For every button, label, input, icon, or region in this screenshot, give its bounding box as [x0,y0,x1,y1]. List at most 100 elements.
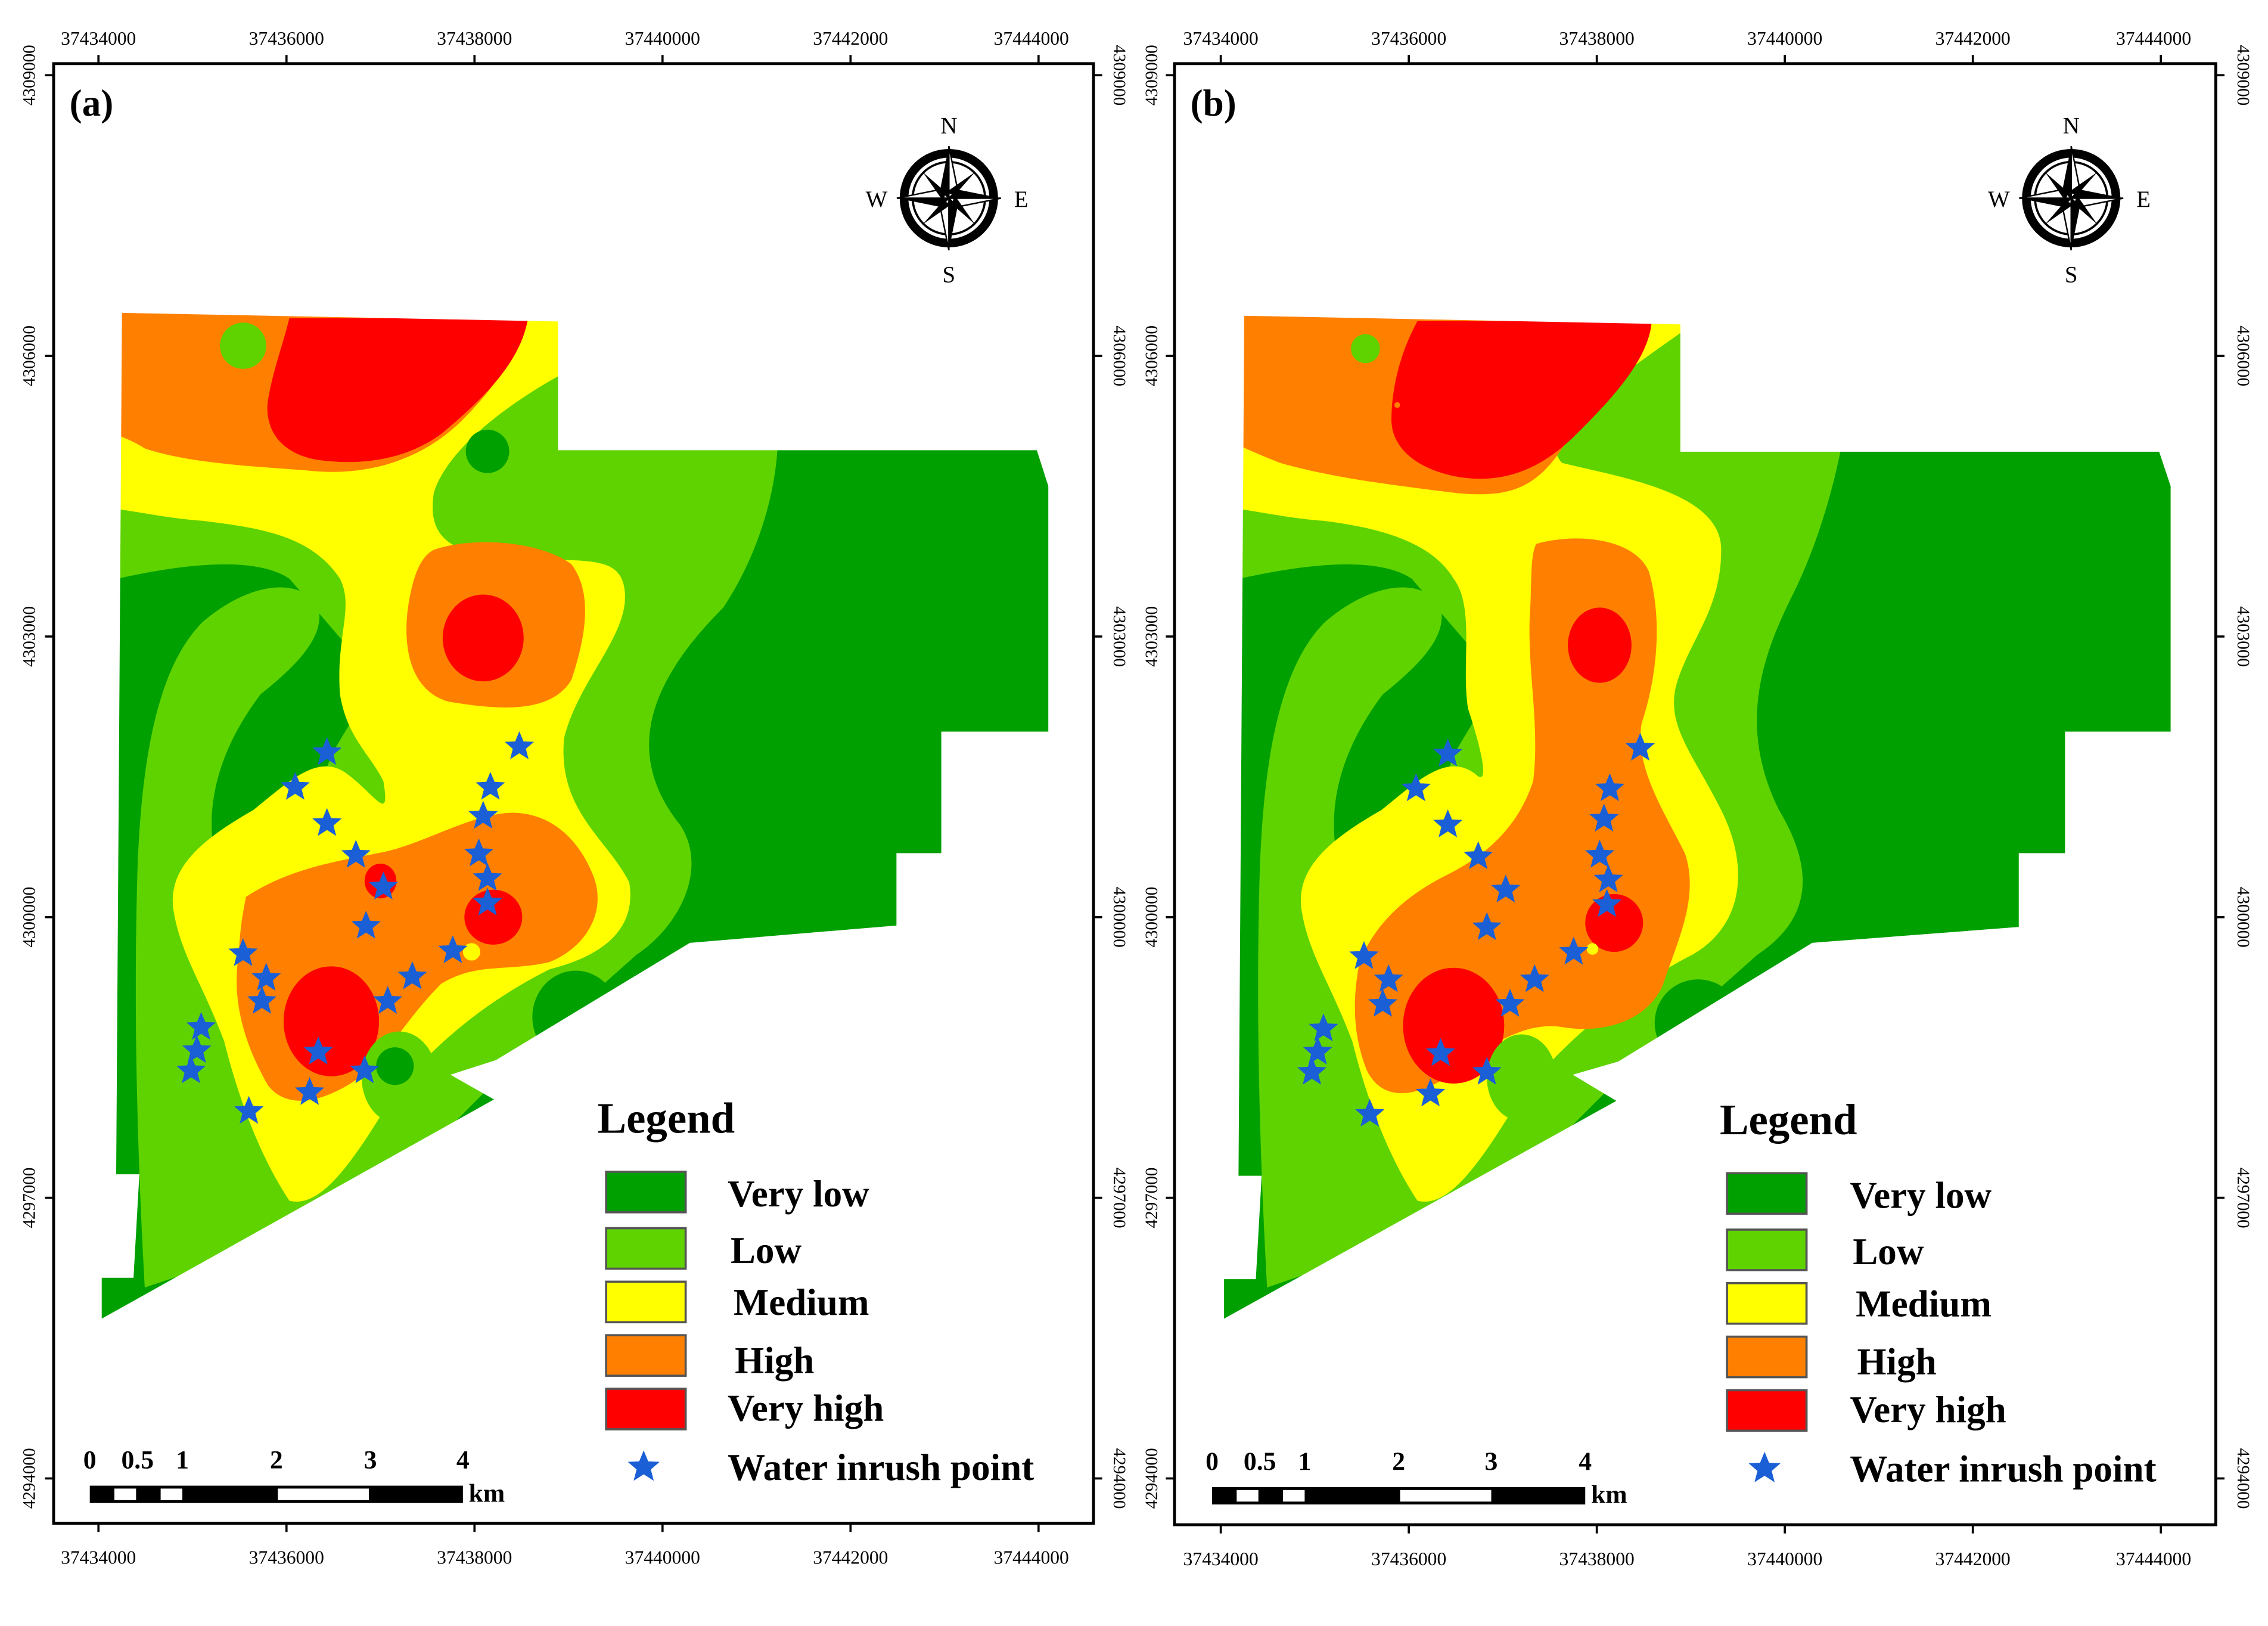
legend-label-high: High [735,1339,814,1381]
x-tick-top: 37436000 [1371,28,1446,49]
y-tick-left: 4294000 [20,1448,39,1509]
y-tick-left: 4306000 [1142,325,1161,386]
y-tick-left: 4300000 [1142,887,1161,948]
legend-swatch-high [1726,1335,1808,1379]
x-tick-bottom: 37442000 [813,1547,888,1568]
scale-label: 2 [270,1445,283,1474]
mine-boundary [101,312,1049,1320]
y-tick-right: 4300000 [2233,887,2253,948]
x-tick-bottom: 37440000 [625,1547,700,1568]
legend-swatch-medium [1726,1281,1808,1325]
legend-label-very-high: Very high [1850,1389,2006,1430]
y-tick-left: 4294000 [1142,1448,1161,1509]
y-tick-right: 4297000 [2233,1168,2253,1228]
x-tick-top: 37438000 [1559,28,1635,49]
legend-title: Legend [1720,1096,1857,1144]
y-tick-left: 4297000 [1142,1168,1161,1228]
x-tick-top: 37440000 [1747,28,1822,49]
legend-swatch-very-low [605,1171,687,1214]
x-tick-top: 37440000 [625,28,700,49]
y-tick-left: 4303000 [1142,606,1161,667]
compass-s: S [2065,262,2078,287]
scale-label: 0.5 [121,1445,154,1474]
compass-n: N [2063,113,2080,138]
scale-label: 3 [1485,1447,1498,1476]
scale-label: 0 [1206,1447,1219,1476]
scale-label: 1 [176,1445,189,1474]
legend-swatch-very-low [1726,1172,1808,1215]
legend-swatch-low [1726,1228,1808,1271]
x-tick-bottom: 37438000 [1559,1549,1635,1569]
panel-a: 37434000 37436000 37438000 37440000 3744… [20,28,1129,1568]
x-tick-top: 37444000 [2116,28,2191,49]
y-tick-right: 4294000 [1110,1448,1129,1509]
y-tick-right: 4309000 [2233,45,2253,105]
scale-unit: km [469,1479,505,1507]
compass-w: W [866,187,888,212]
scale-label: 0 [83,1445,97,1474]
legend-swatch-very-high [1726,1389,1808,1432]
compass-w: W [1988,187,2010,212]
y-tick-right: 4306000 [2233,325,2253,386]
x-tick-bottom: 37434000 [61,1547,136,1568]
legend-label-water-inrush-point: Water inrush point [1850,1448,2156,1490]
north-arrow-compass: N S E W [1988,113,2151,287]
scale-label: 2 [1392,1447,1405,1476]
y-tick-left: 4303000 [20,606,39,667]
x-tick-bottom: 37440000 [1747,1549,1822,1569]
scale-bar: 0 0.5 1 2 3 4 km [1206,1447,1627,1509]
y-tick-right: 4297000 [1110,1168,1129,1228]
legend-title: Legend [598,1094,735,1142]
scale-label: 1 [1298,1447,1311,1476]
y-tick-left: 4309000 [20,45,39,105]
x-tick-top: 37438000 [437,28,512,49]
y-tick-right: 4306000 [1110,325,1129,386]
scale-label: 4 [456,1445,470,1474]
y-tick-right: 4303000 [2233,606,2253,667]
legend-label-medium: Medium [1856,1283,1992,1325]
y-tick-left: 4297000 [20,1168,39,1228]
legend-label-water-inrush-point: Water inrush point [728,1447,1034,1488]
risk-zoning-map [1223,315,2171,1320]
x-tick-bottom: 37436000 [249,1547,324,1568]
scale-bar: 0 0.5 1 2 3 4 km [83,1445,505,1507]
legend-swatch-low [605,1227,687,1270]
x-tick-top: 37442000 [1935,28,2011,49]
legend-swatch-very-high [605,1388,687,1430]
y-tick-left: 4306000 [20,325,39,386]
legend: Legend Very low Low Medium High Very hig… [1720,1096,2157,1490]
y-tick-right: 4294000 [2233,1448,2253,1509]
panel-b: 37434000 37436000 37438000 37440000 3744… [1142,28,2253,1569]
x-tick-top: 37436000 [249,28,324,49]
compass-e: E [1014,187,1029,212]
compass-n: N [940,113,957,138]
compass-e: E [2136,187,2151,212]
legend-swatch-medium [605,1280,687,1324]
y-tick-right: 4309000 [1110,45,1129,105]
legend-label-low: Low [1853,1231,1924,1273]
scale-label: 4 [1579,1447,1592,1476]
scale-unit: km [1591,1481,1627,1509]
x-tick-top: 37444000 [994,28,1069,49]
legend-label-high: High [1857,1341,1937,1383]
panel-label: (b) [1191,82,1236,124]
x-tick-bottom: 37436000 [1371,1549,1446,1569]
x-tick-bottom: 37444000 [2116,1549,2191,1569]
panel-label: (a) [70,82,114,124]
x-tick-bottom: 37438000 [437,1547,512,1568]
north-arrow-compass: N S E W [866,113,1029,287]
legend-label-very-low: Very low [728,1173,869,1215]
y-tick-right: 4303000 [1110,606,1129,667]
y-tick-left: 4309000 [1142,45,1161,105]
mine-boundary [1223,315,2171,1320]
x-tick-top: 37434000 [1183,28,1259,49]
y-tick-left: 4300000 [20,887,39,948]
x-tick-bottom: 37444000 [994,1547,1069,1568]
x-tick-bottom: 37434000 [1183,1549,1259,1569]
legend-label-very-high: Very high [728,1387,884,1429]
y-tick-right: 4300000 [1110,887,1129,948]
scale-label: 0.5 [1244,1447,1276,1476]
legend-label-very-low: Very low [1850,1175,1992,1217]
scale-label: 3 [364,1445,377,1474]
